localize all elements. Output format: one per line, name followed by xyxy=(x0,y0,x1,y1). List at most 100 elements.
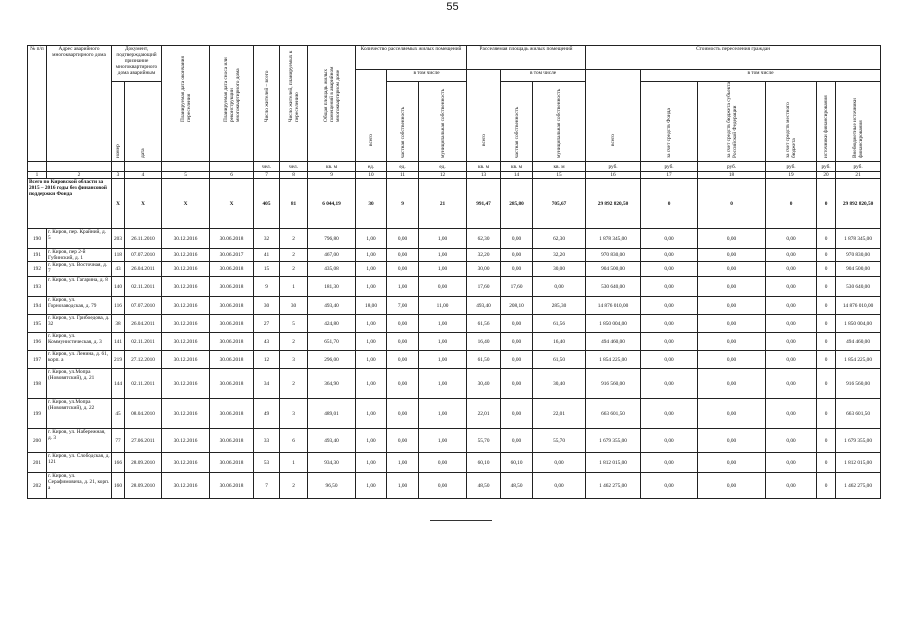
data-cell: 60,10 xyxy=(466,452,502,473)
column-number: 16 xyxy=(585,171,642,179)
data-cell: 0,00 xyxy=(697,368,767,399)
data-cell: 49 xyxy=(253,398,281,429)
data-cell: 1 850 004,00 xyxy=(585,314,642,333)
data-cell: 118 xyxy=(111,248,125,262)
data-cell: 14 876 010,00 xyxy=(835,296,882,315)
data-cell: 0,00 xyxy=(532,276,587,297)
data-cell: 0 xyxy=(816,368,837,399)
header-cell: за счет средств бюджета субъекта Российс… xyxy=(697,81,767,162)
data-cell: 1,00 xyxy=(418,314,468,333)
data-cell: 0 xyxy=(816,276,837,297)
data-cell: 1,00 xyxy=(355,228,388,249)
data-cell: 1 812 015,00 xyxy=(585,452,642,473)
data-cell: 493,40 xyxy=(307,428,357,453)
data-cell: 1 850 004,00 xyxy=(835,314,882,333)
data-cell: 0 xyxy=(816,248,837,262)
data-cell: 467,00 xyxy=(307,248,357,262)
data-cell: 1 878 345,00 xyxy=(585,228,642,249)
data-cell: 48,50 xyxy=(500,472,534,499)
header-cell: источники финансирования xyxy=(816,81,837,162)
data-cell: 02.11.2011 xyxy=(123,368,163,399)
units-cell: чел. xyxy=(279,161,309,172)
data-cell: 0,00 xyxy=(697,248,767,262)
total-cell: 6 044,19 xyxy=(307,178,357,229)
data-cell: 0,00 xyxy=(640,296,699,315)
data-cell: 970 830,00 xyxy=(835,248,882,262)
header-row: № п/п Адрес аварийного многоквартирного … xyxy=(27,45,882,162)
header-cell: частная собственность xyxy=(500,81,534,162)
data-cell: 02.11.2011 xyxy=(123,276,163,297)
data-cell: 0 xyxy=(816,452,837,473)
data-cell: 11,00 xyxy=(418,296,468,315)
data-cell: 0,00 xyxy=(765,332,818,351)
address-cell: г. Киров, пер 2-й Губинский, д. 1 xyxy=(46,248,112,262)
data-cell: 2 xyxy=(279,368,309,399)
data-cell: 30.12.2016 xyxy=(161,314,211,333)
data-cell: 1 xyxy=(279,276,309,297)
column-number: 4 xyxy=(123,171,163,179)
data-cell: 1,00 xyxy=(355,332,388,351)
header-cell: Документ, подтверждающий признание много… xyxy=(110,45,163,82)
data-cell: 199 xyxy=(27,398,47,429)
column-number-row: 1 2 3 4 5 6 7 8 9 10 11 12 13 14 15 16 17 18 19 20 21 xyxy=(27,171,882,179)
data-cell: 30.06.2018 xyxy=(209,314,255,333)
data-cell: 0,00 xyxy=(640,398,699,429)
data-cell: 916 560,00 xyxy=(835,368,882,399)
data-cell: 166 xyxy=(111,452,125,473)
data-cell: 22,01 xyxy=(466,398,502,429)
header-cell: муниципальная собственность xyxy=(532,81,587,162)
header-cell: Число жителей – всего xyxy=(253,45,281,162)
data-cell: 0,00 xyxy=(765,472,818,499)
data-cell: 30.06.2018 xyxy=(209,472,255,499)
data-cell: 0,00 xyxy=(500,332,534,351)
data-cell: 61,56 xyxy=(466,314,502,333)
data-cell: 0,00 xyxy=(640,452,699,473)
total-cell: 0 xyxy=(697,178,767,229)
data-cell: 1 812 015,00 xyxy=(835,452,882,473)
header-cell: в том числе xyxy=(640,69,882,82)
total-cell: 705,67 xyxy=(532,178,587,229)
data-cell: 27.06.2011 xyxy=(123,428,163,453)
data-cell: 0,00 xyxy=(500,368,534,399)
data-cell: 26.04.2011 xyxy=(123,261,163,277)
data-cell: 1,00 xyxy=(355,248,388,262)
data-cell: 08.04.2010 xyxy=(123,398,163,429)
data-cell: 26.04.2011 xyxy=(123,314,163,333)
data-cell: 0,00 xyxy=(640,228,699,249)
header-cell: Количество расселяемых жилых помещений xyxy=(355,45,468,70)
data-cell: 27.12.2010 xyxy=(123,350,163,369)
total-cell: X xyxy=(123,178,163,229)
data-cell: 1,00 xyxy=(386,452,420,473)
data-cell: 1,00 xyxy=(418,428,468,453)
data-cell: 1,00 xyxy=(418,398,468,429)
units-cell: руб. xyxy=(640,161,699,172)
column-number: 1 xyxy=(27,171,47,179)
data-cell: 62,30 xyxy=(532,228,587,249)
data-cell: 30.12.2016 xyxy=(161,296,211,315)
data-cell: 30.06.2017 xyxy=(209,248,255,262)
column-number: 18 xyxy=(697,171,767,179)
header-text: Общая площадь жилых помещений в аварийно… xyxy=(322,66,341,122)
data-cell: 18,00 xyxy=(355,296,388,315)
data-cell: 0,00 xyxy=(765,368,818,399)
column-number: 3 xyxy=(111,171,125,179)
data-cell: 0,00 xyxy=(532,452,587,473)
data-cell: 194 xyxy=(27,296,47,315)
total-cell: 0 xyxy=(640,178,699,229)
data-cell: 30,40 xyxy=(466,368,502,399)
data-cell: 30 xyxy=(253,296,281,315)
data-cell: 1 xyxy=(279,452,309,473)
data-cell: 0,00 xyxy=(640,314,699,333)
data-cell: 424,80 xyxy=(307,314,357,333)
data-cell: 904 500,00 xyxy=(585,261,642,277)
data-row: 199 г. Киров, ул.Мопра (Нововятский), д. … xyxy=(27,398,882,429)
data-cell: 0,00 xyxy=(697,261,767,277)
total-cell: X xyxy=(209,178,255,229)
data-cell: 0 xyxy=(816,296,837,315)
data-cell: 0,00 xyxy=(697,350,767,369)
header-text: Число жителей, планируемых к переселению xyxy=(287,50,300,122)
data-cell: 30.06.2018 xyxy=(209,398,255,429)
